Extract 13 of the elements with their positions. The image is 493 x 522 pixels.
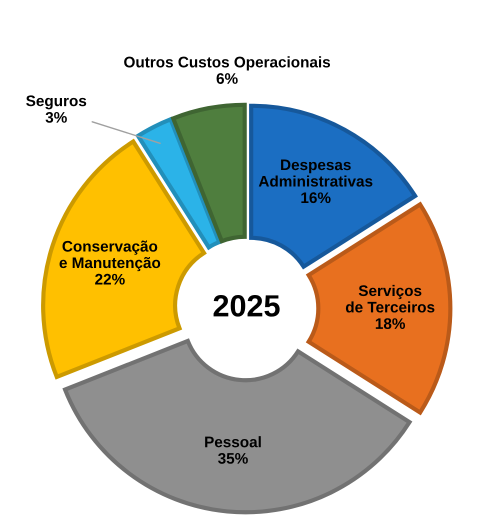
text: 2025 <box>214 295 280 317</box>
data-label: 3% <box>46 112 67 123</box>
data-label: 16% <box>301 192 331 204</box>
slice-label: Outros Custos Operacionais <box>124 56 330 71</box>
slice-label: Serviços de Terceiros <box>346 284 434 313</box>
slice-label: Seguros <box>26 95 86 110</box>
data-label: 22% <box>95 274 125 285</box>
slice-label: Conservação e Manutenção <box>60 240 160 272</box>
data-label: 35% <box>218 452 248 464</box>
data-label: 6% <box>216 73 238 84</box>
slice-label: Despesas Administrativas <box>258 160 372 187</box>
slice-label: Pessoal <box>205 436 261 448</box>
data-label: 18% <box>376 318 406 330</box>
